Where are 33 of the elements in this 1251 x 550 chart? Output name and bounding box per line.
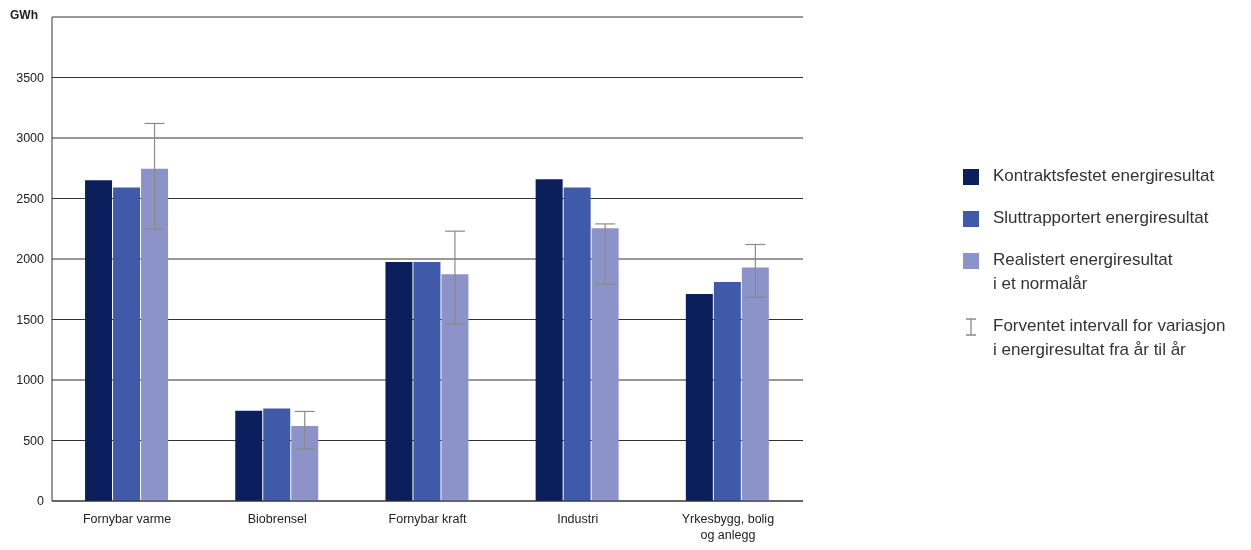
y-tick-label: 0 <box>37 494 45 509</box>
bar <box>85 180 113 501</box>
bar <box>563 187 591 501</box>
bar <box>291 425 319 501</box>
bar <box>413 262 441 501</box>
x-tick-label: Biobrensel <box>247 512 307 526</box>
y-tick-label: 2500 <box>16 191 45 206</box>
y-tick-label: 1500 <box>16 312 45 327</box>
bar <box>741 267 769 501</box>
y-tick-label: 3000 <box>16 131 45 146</box>
bar <box>235 410 263 501</box>
bar <box>713 281 741 501</box>
bar <box>441 274 469 501</box>
y-tick-label: 2000 <box>16 252 45 267</box>
text: Forventet intervall for variasjon i energiresultat fra år til år <box>993 315 1226 361</box>
x-tick-label: Yrkesbygg, bolig og anlegg <box>681 512 775 542</box>
y-axis-title: GWh <box>10 8 38 22</box>
legend-label: Kontraktsfestet energiresultat <box>993 165 1215 187</box>
x-tick-label: Fornybar kraft <box>388 512 467 526</box>
y-tick-label: 1000 <box>16 373 45 388</box>
bar <box>385 262 413 501</box>
y-tick-label: 500 <box>23 433 45 448</box>
x-tick-label: Industri <box>557 512 599 526</box>
y-tick-label: 3500 <box>16 70 45 85</box>
legend-label: Sluttrapportert energiresultat <box>993 207 1209 229</box>
bar <box>685 294 713 501</box>
bar <box>141 168 169 501</box>
bar <box>535 179 563 501</box>
bar <box>263 408 291 501</box>
x-tick-label: Fornybar varme <box>82 512 172 526</box>
bar <box>591 228 619 501</box>
bar <box>113 187 141 501</box>
legend-label: Realistert energiresultat i et normalår <box>993 249 1173 295</box>
